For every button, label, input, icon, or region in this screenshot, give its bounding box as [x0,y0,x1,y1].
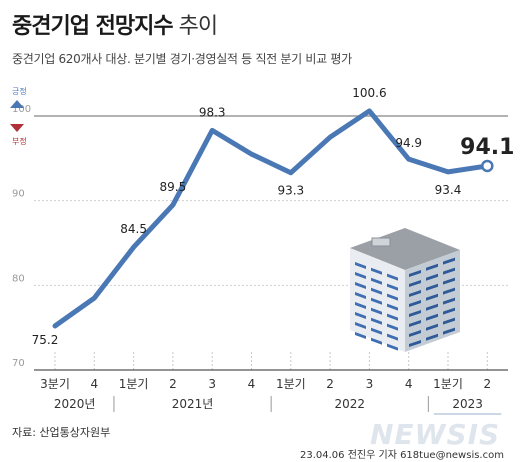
data-label: 89.5 [160,180,187,194]
building-window [355,312,366,319]
data-label: 93.4 [435,183,462,197]
y-tick-label: 80 [12,273,25,284]
x-tick-label: 1분기 [433,377,463,391]
building-window [426,283,438,291]
building-window [409,340,421,347]
y-tick-label: 90 [12,189,25,200]
building-window [409,270,421,277]
building-window [426,273,438,281]
legend-positive-label: 긍정 [12,86,27,96]
x-tick-label: 2 [326,377,334,391]
building-window [371,337,382,345]
building-window [409,320,421,327]
building-window [409,310,421,317]
building-window [387,313,398,321]
credit-line: 23.04.06 전진우 기자 618tue@newsis.com [300,450,504,461]
x-tick-label: 2 [169,377,177,391]
building-window [443,317,455,325]
data-label: 93.3 [277,184,304,198]
building-window [387,323,398,331]
x-tick-label: 3 [366,377,374,391]
building-window [409,330,421,337]
source-note: 자료: 산업통상자원부 [12,426,111,439]
building-window [355,292,366,299]
building-window [443,277,455,285]
building-window [443,287,455,295]
data-label: 100.6 [352,86,386,100]
building-window [443,307,455,315]
data-label: 94.9 [395,136,422,150]
building-window [355,302,366,309]
year-label: 2020년 [54,397,96,411]
data-label: 84.5 [120,222,147,236]
title-suffix: 추이 [178,14,218,39]
building-window [355,332,366,339]
newsis-watermark: NEWSIS [370,418,501,451]
year-label: 2023 [452,397,483,411]
year-label: 2022 [334,397,365,411]
building-window [355,322,366,329]
building-window [371,297,382,305]
building-window [409,280,421,287]
x-tick-label: 3분기 [40,377,70,391]
building-window [371,277,382,285]
building-window [409,290,421,297]
title-main: 중견기업 전망지수 [12,14,174,39]
x-tick-label: 2 [483,377,491,391]
building-window [409,300,421,307]
building-window [443,297,455,305]
building-window [426,333,438,341]
building-window [371,267,382,275]
subtitle: 중견기업 620개사 대상. 분기별 경기·경영실적 등 직전 분기 비교 평가 [12,52,352,66]
building-illustration [350,228,460,352]
building-window [426,263,438,271]
x-tick-label: 1분기 [119,377,149,391]
building-window [387,273,398,281]
building-window [426,293,438,301]
building-window [387,333,398,341]
building-window [426,303,438,311]
x-tick-label: 4 [90,377,98,391]
building-window [371,327,382,335]
x-tick-label: 3 [208,377,216,391]
x-tick-label: 4 [405,377,413,391]
data-label: 98.3 [199,105,226,119]
building-window [443,257,455,265]
data-label: 75.2 [32,333,59,347]
building-window [387,303,398,311]
building-window [426,323,438,331]
building-window [371,307,382,315]
last-point-marker [481,159,494,173]
year-label: 2021년 [172,397,214,411]
building-window [443,327,455,335]
legend-negative-label: 부정 [12,136,27,146]
data-label: 94.1 [460,135,514,160]
building-window [387,283,398,291]
x-tick-label: 4 [248,377,256,391]
page-title: 중견기업 전망지수 추이 [12,8,218,40]
positive-arrow-icon [10,100,24,108]
building-window [371,287,382,295]
building-window [426,313,438,321]
x-tick-label: 1분기 [276,377,306,391]
y-tick-label: 70 [12,358,25,369]
building-window [443,267,455,275]
building-window [387,343,398,351]
y-tick-label: 100 [12,104,31,115]
building-window [387,293,398,301]
building-window [371,317,382,325]
building-window [355,282,366,289]
building-window [355,262,366,269]
negative-arrow-icon [10,124,24,132]
series-line [52,108,490,329]
building-window [355,272,366,279]
